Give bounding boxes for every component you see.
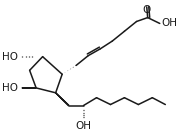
- Text: O: O: [143, 5, 151, 15]
- Text: HO: HO: [3, 83, 18, 93]
- Text: OH: OH: [162, 18, 178, 28]
- Polygon shape: [56, 93, 69, 106]
- Text: OH: OH: [76, 121, 91, 131]
- Text: HO: HO: [3, 52, 18, 62]
